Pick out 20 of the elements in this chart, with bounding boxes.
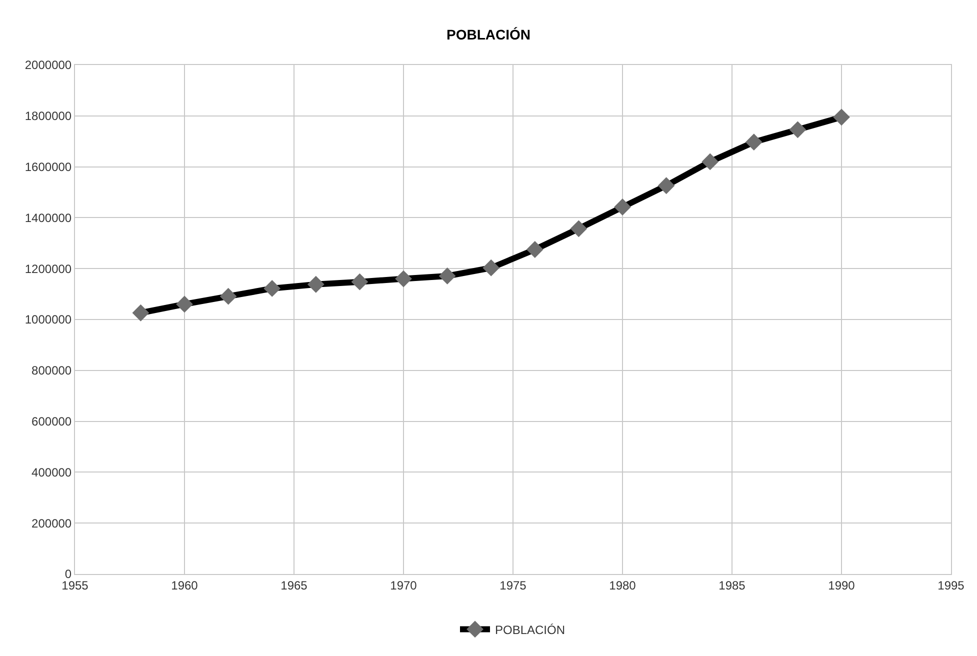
y-tick-label: 2000000 (24, 58, 72, 72)
y-tick-label: 200000 (32, 516, 72, 530)
x-tick-label: 1965 (280, 578, 308, 592)
y-tick-label: 1000000 (24, 312, 72, 327)
legend-label: POBLACIÓN (495, 622, 566, 637)
x-tick-label: 1990 (828, 578, 856, 592)
y-tick-label: 400000 (32, 465, 72, 480)
chart-title: POBLACIÓN (446, 26, 530, 42)
x-tick-label: 1985 (718, 578, 746, 592)
x-tick-label: 1960 (171, 578, 198, 592)
y-tick-label: 800000 (32, 364, 72, 378)
x-tick-label: 1995 (938, 578, 965, 592)
x-tick-label: 1970 (390, 578, 418, 592)
y-tick-label: 1800000 (24, 109, 72, 124)
y-tick-label: 600000 (32, 414, 72, 428)
x-tick-label: 1975 (500, 578, 527, 592)
y-tick-label: 1200000 (24, 262, 72, 276)
y-tick-label: 1400000 (24, 210, 72, 225)
x-tick-label: 1980 (609, 578, 636, 592)
y-tick-label: 1600000 (24, 160, 72, 174)
